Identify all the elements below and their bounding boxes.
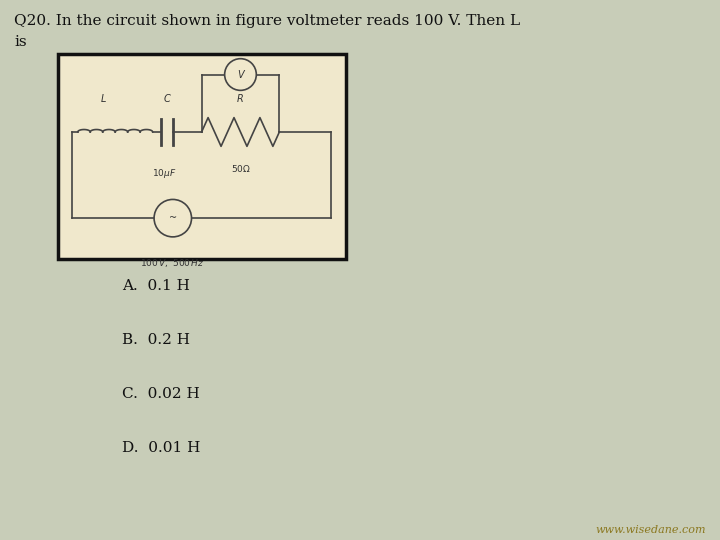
Text: L: L bbox=[101, 94, 107, 104]
Text: $10\mu F$: $10\mu F$ bbox=[152, 166, 176, 179]
Text: $100\,V,\ 500\,Hz$: $100\,V,\ 500\,Hz$ bbox=[140, 257, 205, 269]
Text: ~: ~ bbox=[168, 213, 177, 223]
Text: D.  0.01 H: D. 0.01 H bbox=[122, 441, 201, 455]
Text: B.  0.2 H: B. 0.2 H bbox=[122, 333, 190, 347]
Text: www.wisedane.com: www.wisedane.com bbox=[595, 524, 706, 535]
Ellipse shape bbox=[225, 59, 256, 90]
Text: A.  0.1 H: A. 0.1 H bbox=[122, 279, 190, 293]
Bar bbox=[58, 54, 346, 259]
Ellipse shape bbox=[154, 199, 192, 237]
Text: C.  0.02 H: C. 0.02 H bbox=[122, 387, 200, 401]
Text: $50\Omega$: $50\Omega$ bbox=[230, 164, 251, 174]
Text: Q20. In the circuit shown in figure voltmeter reads 100 V. Then L: Q20. In the circuit shown in figure volt… bbox=[14, 14, 521, 28]
Text: V: V bbox=[237, 70, 244, 79]
Text: C: C bbox=[163, 94, 171, 104]
Text: is: is bbox=[14, 35, 27, 49]
Text: R: R bbox=[237, 94, 244, 104]
